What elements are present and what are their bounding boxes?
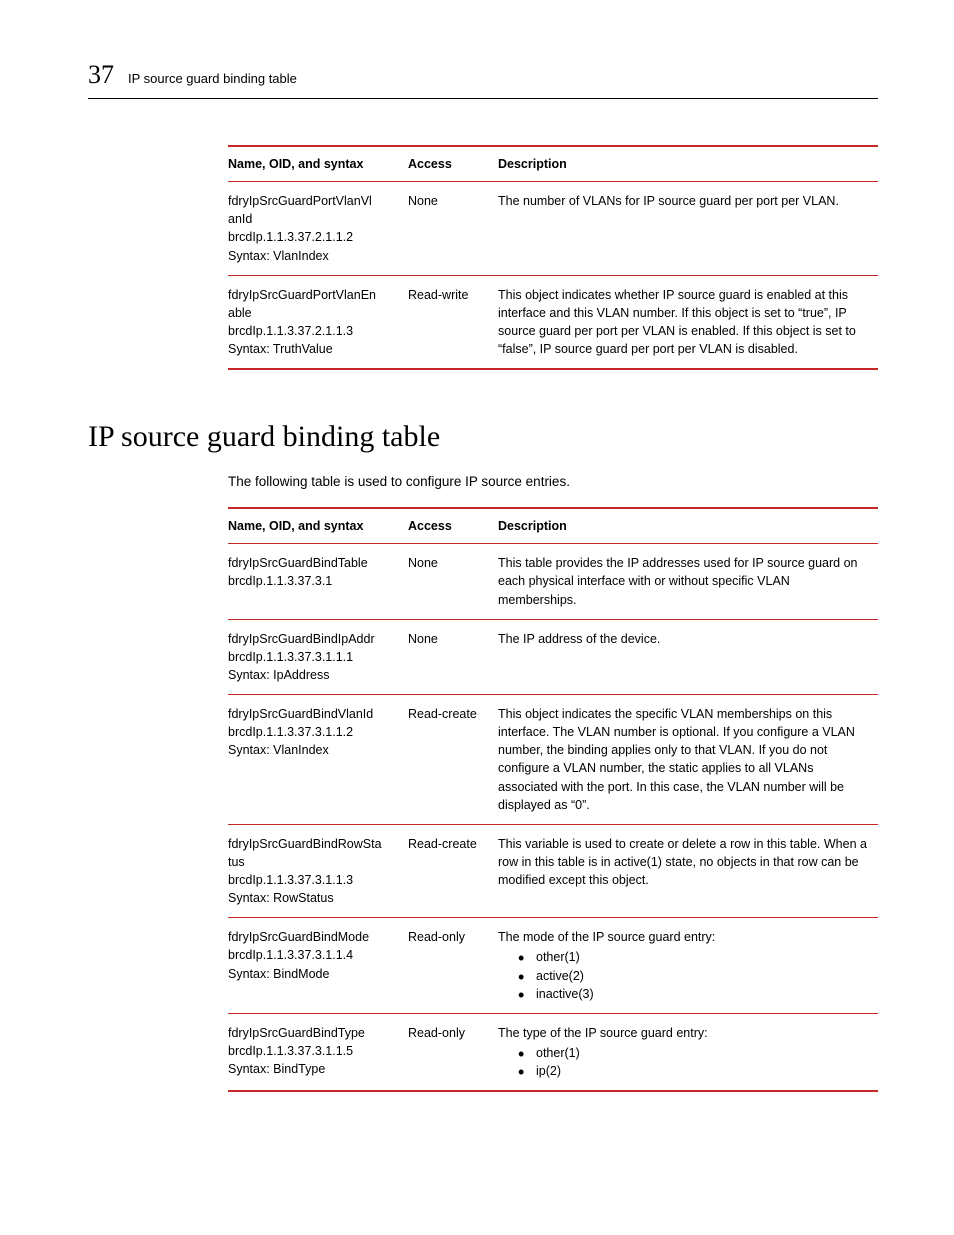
cell-description: This object indicates whether IP source … (498, 275, 878, 369)
table-row: fdryIpSrcGuardBindRowStatusbrcdIp.1.1.3.… (228, 824, 878, 918)
cell-access: None (408, 544, 498, 619)
list-item: other(1) (518, 1044, 868, 1062)
cell-name: fdryIpSrcGuardBindVlanIdbrcdIp.1.1.3.37.… (228, 695, 408, 825)
cell-access: Read-write (408, 275, 498, 369)
table-row: fdryIpSrcGuardBindIpAddrbrcdIp.1.1.3.37.… (228, 619, 878, 694)
name-line: fdryIpSrcGuardBindMode (228, 928, 398, 946)
list-item: other(1) (518, 948, 868, 966)
name-line: Syntax: VlanIndex (228, 741, 398, 759)
cell-description: The IP address of the device. (498, 619, 878, 694)
name-line: fdryIpSrcGuardBindTable (228, 554, 398, 572)
cell-name: fdryIpSrcGuardBindTypebrcdIp.1.1.3.37.3.… (228, 1013, 408, 1091)
cell-name: fdryIpSrcGuardBindIpAddrbrcdIp.1.1.3.37.… (228, 619, 408, 694)
table-2: Name, OID, and syntaxAccessDescription f… (228, 507, 878, 1092)
cell-access: Read-only (408, 918, 498, 1014)
desc-intro: The type of the IP source guard entry: (498, 1024, 868, 1042)
cell-access: Read-create (408, 695, 498, 825)
name-line: fdryIpSrcGuardPortVlanVl (228, 192, 398, 210)
name-line: able (228, 304, 398, 322)
name-line: Syntax: RowStatus (228, 889, 398, 907)
table-row: fdryIpSrcGuardBindModebrcdIp.1.1.3.37.3.… (228, 918, 878, 1014)
column-header: Name, OID, and syntax (228, 146, 408, 182)
cell-description: This variable is used to create or delet… (498, 824, 878, 918)
name-line: tus (228, 853, 398, 871)
bullet-list: other(1)active(2)inactive(3) (498, 948, 868, 1002)
table-1: Name, OID, and syntaxAccessDescription f… (228, 145, 878, 370)
name-line: fdryIpSrcGuardBindIpAddr (228, 630, 398, 648)
cell-description: This table provides the IP addresses use… (498, 544, 878, 619)
name-line: Syntax: TruthValue (228, 340, 398, 358)
column-header: Description (498, 508, 878, 544)
list-item: active(2) (518, 967, 868, 985)
name-line: brcdIp.1.1.3.37.3.1 (228, 572, 398, 590)
table-row: Name, OID, and syntaxAccessDescription (228, 146, 878, 182)
list-item: inactive(3) (518, 985, 868, 1003)
section-intro: The following table is used to configure… (228, 474, 878, 489)
list-item: ip(2) (518, 1062, 868, 1080)
bullet-list: other(1)ip(2) (498, 1044, 868, 1080)
desc-intro: The mode of the IP source guard entry: (498, 928, 868, 946)
name-line: Syntax: BindMode (228, 965, 398, 983)
name-line: fdryIpSrcGuardBindRowSta (228, 835, 398, 853)
column-header: Access (408, 508, 498, 544)
cell-access: None (408, 182, 498, 276)
name-line: Syntax: VlanIndex (228, 247, 398, 265)
cell-name: fdryIpSrcGuardBindRowStatusbrcdIp.1.1.3.… (228, 824, 408, 918)
cell-description: The type of the IP source guard entry: ot… (498, 1013, 878, 1091)
name-line: fdryIpSrcGuardPortVlanEn (228, 286, 398, 304)
table-row: fdryIpSrcGuardBindVlanIdbrcdIp.1.1.3.37.… (228, 695, 878, 825)
cell-name: fdryIpSrcGuardBindModebrcdIp.1.1.3.37.3.… (228, 918, 408, 1014)
name-line: brcdIp.1.1.3.37.3.1.1.1 (228, 648, 398, 666)
table-row: fdryIpSrcGuardPortVlanVlanIdbrcdIp.1.1.3… (228, 182, 878, 276)
name-line: brcdIp.1.1.3.37.2.1.1.3 (228, 322, 398, 340)
column-header: Description (498, 146, 878, 182)
page-header: 37 IP source guard binding table (88, 60, 878, 99)
page-number: 37 (88, 60, 114, 90)
cell-description: This object indicates the specific VLAN … (498, 695, 878, 825)
column-header: Name, OID, and syntax (228, 508, 408, 544)
table-row: fdryIpSrcGuardBindTablebrcdIp.1.1.3.37.3… (228, 544, 878, 619)
header-title: IP source guard binding table (128, 71, 297, 86)
name-line: brcdIp.1.1.3.37.3.1.1.5 (228, 1042, 398, 1060)
cell-name: fdryIpSrcGuardPortVlanEnablebrcdIp.1.1.3… (228, 275, 408, 369)
cell-description: The number of VLANs for IP source guard … (498, 182, 878, 276)
cell-description: The mode of the IP source guard entry: ot… (498, 918, 878, 1014)
table-row: Name, OID, and syntaxAccessDescription (228, 508, 878, 544)
name-line: brcdIp.1.1.3.37.3.1.1.4 (228, 946, 398, 964)
name-line: brcdIp.1.1.3.37.3.1.1.2 (228, 723, 398, 741)
table-row: fdryIpSrcGuardPortVlanEnablebrcdIp.1.1.3… (228, 275, 878, 369)
name-line: brcdIp.1.1.3.37.2.1.1.2 (228, 228, 398, 246)
name-line: anId (228, 210, 398, 228)
name-line: brcdIp.1.1.3.37.3.1.1.3 (228, 871, 398, 889)
section-heading: IP source guard binding table (88, 420, 878, 454)
cell-access: Read-only (408, 1013, 498, 1091)
name-line: Syntax: IpAddress (228, 666, 398, 684)
name-line: fdryIpSrcGuardBindVlanId (228, 705, 398, 723)
cell-name: fdryIpSrcGuardBindTablebrcdIp.1.1.3.37.3… (228, 544, 408, 619)
table-row: fdryIpSrcGuardBindTypebrcdIp.1.1.3.37.3.… (228, 1013, 878, 1091)
cell-access: None (408, 619, 498, 694)
name-line: Syntax: BindType (228, 1060, 398, 1078)
name-line: fdryIpSrcGuardBindType (228, 1024, 398, 1042)
column-header: Access (408, 146, 498, 182)
cell-name: fdryIpSrcGuardPortVlanVlanIdbrcdIp.1.1.3… (228, 182, 408, 276)
cell-access: Read-create (408, 824, 498, 918)
